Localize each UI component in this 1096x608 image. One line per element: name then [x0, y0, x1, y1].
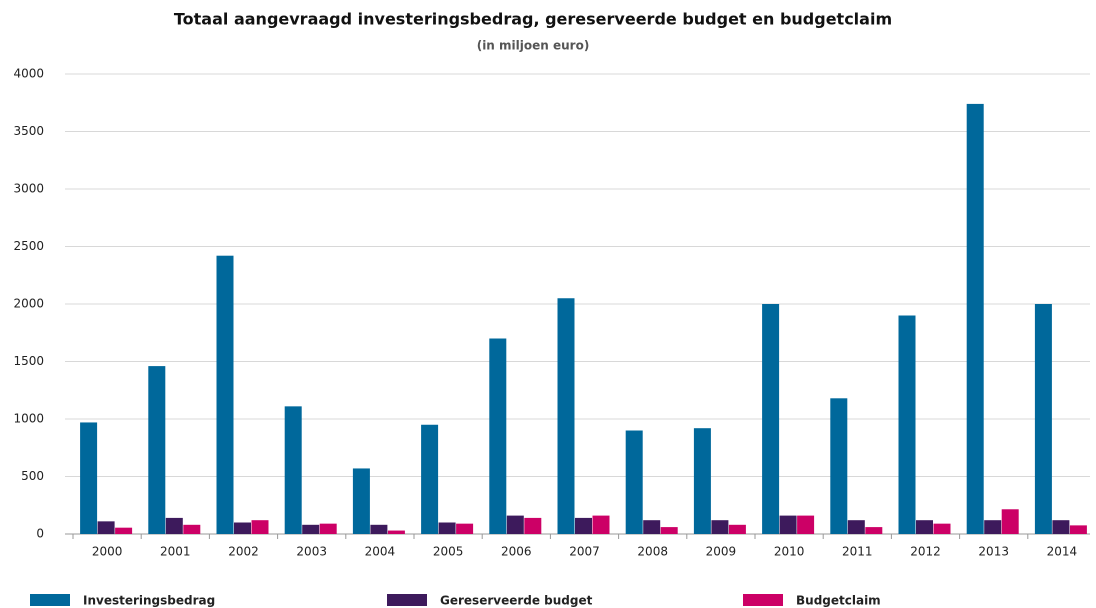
- bar: [489, 338, 507, 534]
- bar: [165, 517, 183, 534]
- y-tick-label: 500: [21, 469, 44, 483]
- bar: [438, 522, 456, 534]
- y-tick-label: 2500: [13, 239, 44, 253]
- bar: [916, 520, 933, 534]
- bar: [302, 524, 320, 534]
- bar: [933, 523, 951, 534]
- y-tick-label: 0: [36, 527, 44, 541]
- bar: [762, 304, 780, 534]
- bar: [352, 468, 370, 534]
- bar: [728, 524, 746, 534]
- legend-label: Budgetclaim: [796, 594, 881, 608]
- bar: [80, 422, 98, 534]
- x-tick-label: 2003: [296, 545, 327, 559]
- bar: [183, 524, 201, 534]
- legend-label: Investeringsbedrag: [83, 594, 215, 608]
- legend-swatch: [743, 594, 783, 606]
- bar: [1069, 525, 1087, 534]
- x-tick-label: 2000: [92, 545, 123, 559]
- bar: [234, 522, 251, 534]
- bar: [251, 520, 269, 534]
- x-tick-label: 2013: [978, 545, 1009, 559]
- bar: [1001, 509, 1019, 534]
- bar: [387, 530, 405, 534]
- x-tick-label: 2004: [365, 545, 396, 559]
- bar: [216, 255, 234, 534]
- bar: [643, 520, 661, 534]
- x-tick-label: 2006: [501, 545, 532, 559]
- bar: [966, 103, 984, 535]
- bar: [148, 366, 166, 534]
- bar: [898, 315, 916, 534]
- x-tick-label: 2010: [774, 545, 805, 559]
- y-tick-label: 4000: [13, 67, 44, 81]
- y-tick-label: 3500: [13, 124, 44, 138]
- x-tick-label: 2009: [706, 545, 737, 559]
- bar: [847, 520, 865, 534]
- bar: [1034, 304, 1052, 534]
- x-tick-label: 2012: [910, 545, 941, 559]
- bar: [1052, 520, 1070, 534]
- bar: [506, 515, 524, 534]
- bar: [97, 521, 115, 534]
- chart-title: Totaal aangevraagd investeringsbedrag, g…: [174, 10, 892, 29]
- bar: [984, 520, 1002, 534]
- bar: [557, 298, 575, 534]
- bar: [319, 523, 337, 534]
- x-tick-label: 2011: [842, 545, 873, 559]
- bar: [779, 515, 797, 534]
- bar: [865, 527, 883, 534]
- legend-label: Gereserveerde budget: [440, 594, 593, 608]
- x-tick-label: 2002: [228, 545, 259, 559]
- bar: [370, 524, 388, 534]
- bar: [115, 527, 133, 534]
- legend-swatch: [30, 594, 70, 606]
- y-tick-label: 2000: [13, 297, 44, 311]
- bar: [456, 523, 474, 534]
- chart-subtitle: (in miljoen euro): [477, 39, 590, 53]
- x-tick-label: 2005: [433, 545, 464, 559]
- bar: [625, 430, 643, 534]
- bar: [797, 515, 815, 534]
- bar: [524, 517, 542, 534]
- legend-swatch: [387, 594, 427, 606]
- bar: [830, 398, 848, 534]
- x-tick-label: 2007: [569, 545, 600, 559]
- bar: [693, 428, 711, 534]
- bar: [421, 424, 439, 534]
- x-tick-label: 2008: [637, 545, 668, 559]
- bar: [284, 406, 302, 534]
- y-tick-label: 1500: [13, 354, 44, 368]
- x-tick-label: 2001: [160, 545, 191, 559]
- bar: [575, 517, 592, 534]
- bar: [592, 515, 610, 534]
- bar: [711, 520, 729, 534]
- y-tick-label: 1000: [13, 412, 44, 426]
- y-tick-label: 3000: [13, 182, 44, 196]
- x-tick-label: 2014: [1047, 545, 1078, 559]
- bar: [660, 527, 678, 534]
